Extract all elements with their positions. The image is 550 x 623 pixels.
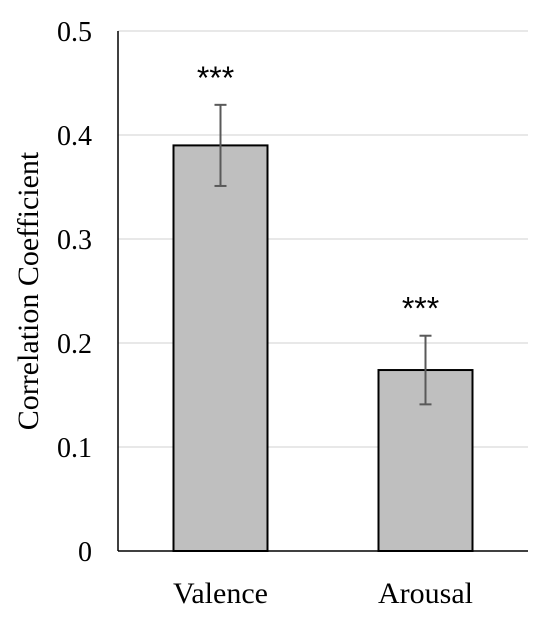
y-tick-label: 0.1 xyxy=(57,433,92,464)
y-axis-title: Correlation Coefficient xyxy=(12,151,45,430)
y-tick-label: 0.4 xyxy=(57,121,92,152)
significance-label-arousal: *** xyxy=(402,291,439,327)
significance-label-valence: *** xyxy=(197,60,234,96)
bars xyxy=(172,144,474,553)
y-tick-label: 0.2 xyxy=(57,329,92,360)
category-labels: Valence Arousal xyxy=(173,577,473,610)
category-label-valence: Valence xyxy=(173,577,268,610)
y-tick-label: 0.5 xyxy=(57,17,92,48)
significance-labels: *** *** xyxy=(197,60,439,327)
error-bars xyxy=(214,103,432,406)
bar-valence xyxy=(172,144,269,552)
category-label-arousal: Arousal xyxy=(378,577,473,610)
error-bar-arousal xyxy=(419,334,432,406)
y-tick-labels: 0 0.1 0.2 0.3 0.4 0.5 xyxy=(57,17,92,568)
error-bar-valence xyxy=(214,103,227,187)
y-tick-label: 0.3 xyxy=(57,225,92,256)
y-tick-label: 0 xyxy=(78,537,92,568)
